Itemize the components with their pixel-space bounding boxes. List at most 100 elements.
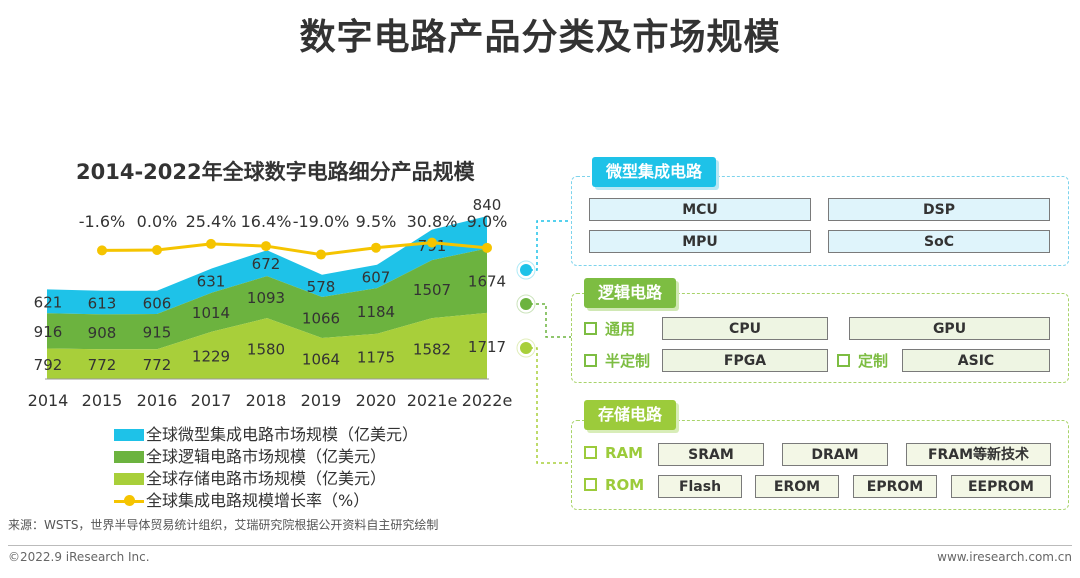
data-label-series-1-1: 908 (88, 324, 117, 342)
label-semi: 半定制 (605, 352, 651, 370)
data-label-series-1-3: 1014 (192, 304, 230, 322)
box-gpu: GPU (849, 317, 1050, 340)
growth-label-2: 25.4% (186, 212, 237, 231)
legend-swatch-storage (114, 473, 144, 485)
growth-point-4 (316, 249, 326, 260)
data-label-series-1-4: 1093 (247, 289, 285, 307)
data-label-series-1-0: 916 (34, 323, 63, 341)
connector-dot-0 (520, 264, 532, 276)
growth-point-1 (152, 245, 162, 255)
data-label-series-0-8: 1717 (468, 338, 506, 356)
label-custom: 定制 (858, 352, 889, 370)
data-label-series-2-6: 607 (362, 268, 391, 286)
connector-line-2 (530, 347, 571, 464)
chart-title: 2014-2022年全球数字电路细分产品规模 (76, 160, 475, 184)
panel-logic (571, 293, 1069, 383)
square-bullet-icon (584, 354, 597, 367)
data-label-series-1-2: 915 (143, 324, 172, 342)
website: www.iresearch.com.cn (937, 550, 1072, 564)
square-bullet-icon (584, 478, 597, 491)
label-general: 通用 (605, 320, 636, 338)
connector-line-1 (530, 303, 571, 338)
data-label-series-0-3: 1229 (192, 347, 230, 365)
legend-swatch-logic (114, 451, 144, 463)
growth-label-6: 30.8% (407, 212, 458, 231)
data-label-series-1-7: 1507 (413, 281, 451, 299)
legend-dot-growth (124, 495, 135, 506)
tag-logic: 逻辑电路 (584, 278, 677, 308)
data-label-series-1-6: 1184 (357, 303, 395, 321)
growth-label-3: 16.4% (241, 212, 292, 231)
panel-storage (571, 420, 1069, 510)
x-tick-label-7: 2021e (407, 391, 458, 410)
box-fram: FRAM等新技术 (906, 443, 1051, 466)
data-label-series-2-4: 672 (252, 255, 281, 273)
box-erom: EROM (755, 475, 839, 498)
data-label-series-0-0: 792 (34, 356, 63, 374)
box-mcu: MCU (589, 198, 811, 221)
growth-label-4: -19.0% (293, 212, 350, 231)
area-series-1 (47, 248, 487, 350)
legend-label-logic: 全球逻辑电路市场规模（亿美元） (146, 447, 387, 466)
data-label-series-0-4: 1580 (247, 341, 285, 359)
box-asic: ASIC (902, 349, 1050, 372)
data-label-series-0-7: 1582 (413, 341, 451, 359)
data-label-series-2-2: 606 (143, 294, 172, 312)
connector-dot-1 (520, 298, 532, 310)
data-label-series-1-5: 1066 (302, 310, 340, 328)
row-label-ram: RAM (584, 444, 643, 462)
row-label-rom: ROM (584, 476, 644, 494)
growth-label-1: 0.0% (137, 212, 178, 231)
square-bullet-icon (584, 446, 597, 459)
label-rom: ROM (605, 476, 645, 494)
box-dram: DRAM (782, 443, 888, 466)
connector-ring-1 (516, 294, 536, 314)
page-title: 数字电路产品分类及市场规模 (299, 17, 781, 58)
box-mpu: MPU (589, 230, 811, 253)
connector-ring-2 (516, 338, 536, 358)
data-label-series-2-5: 578 (307, 278, 336, 296)
tag-storage: 存储电路 (584, 400, 677, 430)
box-flash: Flash (658, 475, 742, 498)
growth-point-3 (261, 241, 271, 252)
data-label-series-1-8: 1674 (468, 273, 506, 291)
growth-point-7 (482, 242, 492, 253)
data-label-series-0-2: 772 (143, 356, 172, 374)
data-label-series-0-1: 772 (88, 356, 117, 374)
growth-label-0: -1.6% (79, 212, 125, 231)
box-fpga: FPGA (662, 349, 828, 372)
x-tick-label-0: 2014 (28, 391, 69, 410)
growth-label-5: 9.5% (356, 212, 397, 231)
box-dsp: DSP (828, 198, 1050, 221)
growth-line (101, 241, 488, 257)
x-tick-label-2: 2016 (137, 391, 178, 410)
square-bullet-icon (584, 322, 597, 335)
x-tick-label-1: 2015 (82, 391, 123, 410)
area-series-2 (47, 216, 487, 315)
row-label-general: 通用 (584, 318, 635, 339)
x-tick-label-3: 2017 (191, 391, 232, 410)
box-eprom: EPROM (853, 475, 937, 498)
data-label-series-0-5: 1064 (302, 351, 340, 369)
x-tick-label-4: 2018 (246, 391, 287, 410)
growth-label-7: 9.0% (467, 212, 508, 231)
growth-point-5 (371, 242, 381, 253)
row-label-custom: 定制 (837, 350, 888, 371)
data-label-series-2-1: 613 (88, 295, 117, 313)
x-tick-label-6: 2020 (356, 391, 397, 410)
data-label-series-2-8: 840 (473, 196, 502, 214)
row-label-semi: 半定制 (584, 350, 650, 371)
x-tick-label-5: 2019 (301, 391, 342, 410)
legend-swatch-micro (114, 429, 144, 441)
area-series-0 (47, 312, 487, 379)
box-cpu: CPU (662, 317, 828, 340)
growth-point-6 (427, 237, 437, 248)
growth-point-0 (97, 245, 107, 256)
copyright: ©2022.9 iResearch Inc. (8, 550, 150, 564)
data-label-series-2-3: 631 (197, 272, 226, 290)
box-soc: SoC (828, 230, 1050, 253)
data-label-series-2-0: 621 (34, 293, 63, 311)
x-tick-label-8: 2022e (462, 391, 513, 410)
tag-micro: 微型集成电路 (592, 157, 717, 187)
